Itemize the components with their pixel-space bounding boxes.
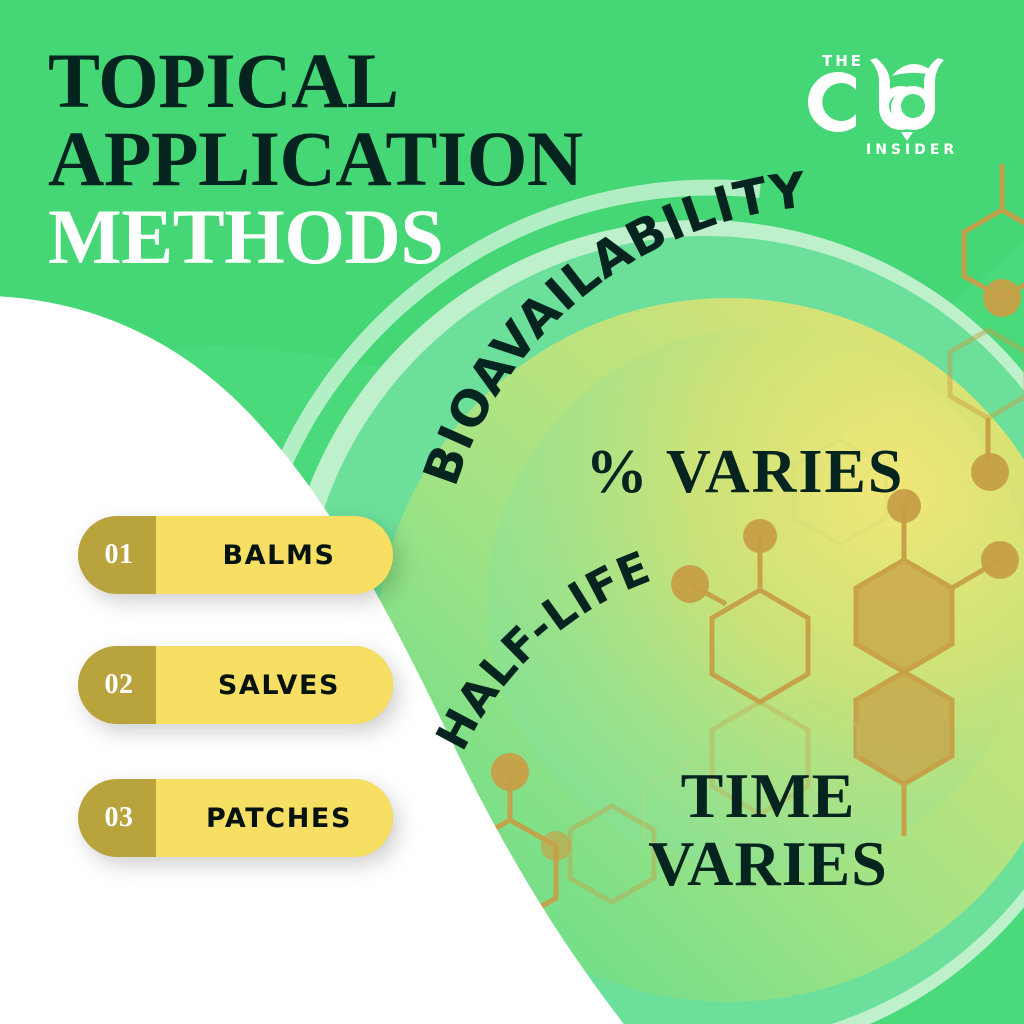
method-item-2-front	[156, 646, 393, 724]
halflife-value-line-1: TIME	[680, 760, 856, 831]
method-item-1-front	[156, 516, 393, 594]
title-line-2: APPLICATION	[48, 115, 583, 203]
the-cbd-insider-logo[interactable]: THE INSIDER	[804, 40, 996, 160]
method-item-1-number: 01	[104, 539, 134, 570]
method-item-3-number: 03	[104, 802, 134, 833]
method-item-3-front	[156, 779, 393, 857]
molecule-ghost	[642, 437, 888, 867]
method-item-3-label: PATCHES	[205, 802, 353, 834]
method-item-3[interactable]: 03 PATCHES	[78, 779, 393, 857]
logo-owl-mark	[808, 58, 944, 141]
halflife-value: TIME VARIES	[578, 764, 958, 896]
title-line-1: TOPICAL	[48, 37, 399, 124]
bioavailability-value: % VARIES	[585, 438, 905, 506]
method-item-1[interactable]: 01 BALMS	[78, 516, 393, 594]
halflife-value-line-2: VARIES	[648, 828, 888, 899]
logo-insider-text: INSIDER	[866, 142, 958, 158]
page-title: TOPICAL APPLICATION METHODS	[48, 37, 688, 281]
logo-the-text: THE	[822, 52, 864, 70]
method-item-2-number: 02	[104, 669, 134, 700]
method-item-2-label: SALVES	[217, 669, 341, 701]
method-item-2[interactable]: 02 SALVES	[78, 646, 393, 724]
title-line-3: METHODS	[48, 193, 444, 281]
method-item-1-label: BALMS	[222, 539, 336, 571]
